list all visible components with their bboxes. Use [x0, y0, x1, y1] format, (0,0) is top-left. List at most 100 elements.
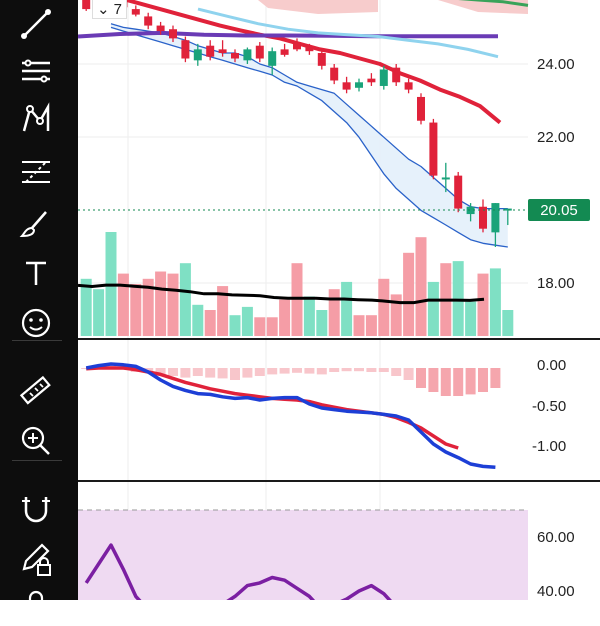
zoom-in-tool[interactable] — [14, 421, 58, 461]
rsi-label-40: 40.00 — [537, 583, 575, 600]
pattern-tool[interactable] — [14, 99, 58, 139]
volume-bar — [390, 294, 402, 336]
text-icon — [26, 261, 46, 285]
ruler-tool[interactable] — [14, 371, 58, 411]
macd-histogram-bar — [217, 368, 228, 379]
price-label-22: 22.00 — [537, 129, 575, 146]
macd-histogram-bar — [366, 368, 377, 372]
trend-line-icon — [21, 9, 51, 39]
macd-label-0: 0.00 — [537, 357, 567, 374]
candle-body — [330, 67, 339, 81]
macd-histogram-bar — [354, 368, 364, 372]
toolbar-divider — [12, 460, 62, 461]
macd-histogram-bar — [403, 368, 414, 380]
chart-canvas[interactable] — [77, 0, 600, 626]
volume-moving-average — [77, 283, 485, 305]
candle-body — [82, 0, 91, 10]
volume-bar — [378, 278, 390, 336]
moving-average-cyan — [197, 7, 499, 59]
candle-body — [131, 9, 140, 15]
candle-body — [268, 51, 277, 66]
candle-body — [181, 40, 190, 59]
volume-bar — [117, 273, 129, 336]
macd-histogram-bar — [180, 368, 191, 378]
macd-label-neg-0-5: -0.50 — [532, 398, 567, 415]
indicators-legend-toggle[interactable]: ⌄ 7 — [92, 0, 127, 19]
moving-average-purple — [77, 30, 498, 39]
magnet-tool[interactable] — [14, 489, 58, 529]
candle-body — [243, 49, 252, 61]
candle-body — [417, 96, 425, 121]
candle-body — [305, 47, 314, 52]
macd-histogram-bar — [155, 368, 166, 375]
text-tool[interactable] — [14, 253, 58, 293]
emoji-tool[interactable] — [14, 303, 58, 343]
candle-body — [280, 49, 289, 55]
macd-histogram-bar — [490, 368, 501, 388]
lock-drawing-icon — [22, 543, 51, 576]
pane-separator-rsi[interactable] — [78, 480, 600, 482]
candle-body — [441, 177, 450, 180]
ruler-icon — [19, 375, 51, 405]
candle-body — [169, 29, 177, 39]
volume-bar — [167, 273, 179, 336]
indicator-count: 7 — [113, 0, 122, 18]
price-label-24: 24.00 — [537, 56, 575, 73]
candle-body — [491, 203, 500, 233]
macd-histogram-bar — [267, 368, 278, 375]
candle-body — [429, 122, 438, 176]
volume-bar — [353, 315, 365, 336]
volume-bar — [477, 273, 489, 336]
macd-histogram-bar — [168, 368, 178, 376]
macd-histogram-bar — [478, 368, 488, 392]
volume-bar — [192, 304, 204, 336]
macd-histogram-bar — [254, 368, 265, 376]
macd-histogram-bar — [428, 368, 439, 392]
candle-body — [317, 53, 326, 66]
volume-bar — [489, 268, 501, 336]
trend-line-tool[interactable] — [14, 4, 58, 44]
macd-histogram-bar — [416, 368, 426, 388]
candle-body — [392, 67, 401, 83]
candle-body — [454, 175, 463, 209]
macd-histogram-bar — [465, 368, 476, 395]
candle-body — [144, 16, 153, 26]
lock-tool[interactable] — [14, 586, 58, 626]
volume-bar — [465, 301, 477, 336]
volume-bar — [229, 315, 241, 336]
volume-bar — [328, 289, 340, 336]
macd-histogram-bar — [316, 368, 327, 375]
macd-histogram-bar — [230, 368, 240, 380]
chevron-down-icon: ⌄ — [97, 1, 110, 18]
horizontal-lines-tool[interactable] — [14, 51, 58, 91]
candle-body — [231, 53, 239, 59]
volume-bar — [502, 310, 514, 336]
candle-body — [255, 45, 264, 59]
candle-body — [156, 25, 165, 32]
brush-tool[interactable] — [14, 204, 58, 244]
candle-body — [379, 69, 388, 86]
lock-icon — [24, 590, 48, 622]
macd-histogram-bar — [242, 368, 253, 378]
horizontal-lines-icon — [22, 59, 50, 83]
candle-body — [503, 208, 512, 211]
volume-bar — [204, 310, 216, 336]
pane-separator-macd[interactable] — [78, 338, 600, 340]
volume-bar — [452, 261, 464, 336]
bollinger-band-fill — [111, 23, 508, 247]
macd-histogram-bar — [304, 368, 315, 374]
volume-bar — [217, 286, 229, 336]
volume-bar — [142, 278, 154, 336]
volume-bar — [303, 296, 315, 336]
toolbar-divider — [12, 340, 62, 341]
fibonacci-tool[interactable] — [14, 152, 58, 192]
chart-area[interactable] — [77, 0, 600, 626]
volume-bar — [365, 315, 377, 336]
macd-histogram-bar — [292, 368, 302, 373]
pattern-icon — [22, 102, 50, 132]
lock-drawing-tool[interactable] — [14, 539, 58, 579]
volume-bar — [254, 317, 266, 336]
candle-body — [293, 42, 301, 50]
macd-histogram-bar — [279, 368, 290, 374]
bollinger-lower-line — [110, 26, 508, 248]
